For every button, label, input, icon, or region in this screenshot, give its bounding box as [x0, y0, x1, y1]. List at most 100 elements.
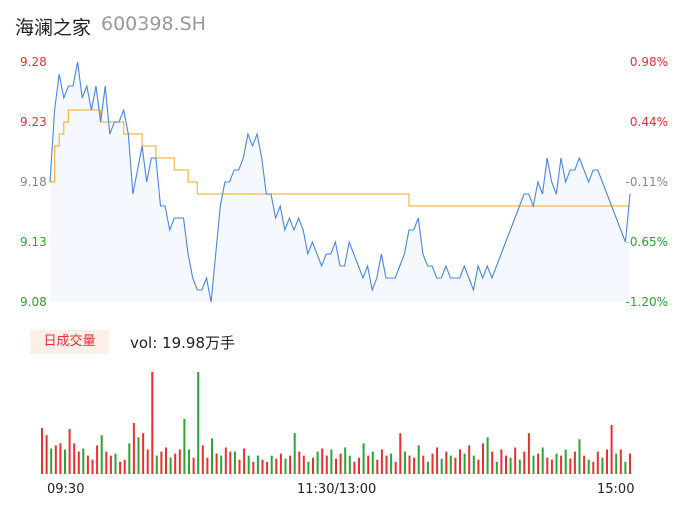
volume-bar: [132, 423, 135, 474]
volume-bar: [302, 455, 305, 474]
volume-bar: [128, 443, 131, 474]
volume-bar: [523, 451, 526, 474]
volume-bar: [619, 449, 622, 474]
volume-bar: [275, 458, 278, 474]
volume-bar: [468, 445, 471, 474]
volume-bar: [376, 459, 379, 474]
volume-bar: [215, 453, 218, 474]
volume-bar: [45, 435, 48, 474]
volume-bar: [527, 433, 530, 474]
daily-volume-tab[interactable]: 日成交量: [30, 330, 109, 354]
volume-bar: [601, 457, 604, 474]
volume-bar: [426, 461, 429, 474]
volume-bar: [266, 461, 269, 474]
volume-bar: [362, 443, 365, 474]
x-tick-label: 09:30: [47, 482, 85, 497]
volume-bar: [569, 458, 572, 474]
y-tick-label: 9.13: [20, 235, 47, 249]
volume-bar: [472, 455, 475, 474]
volume-bar: [348, 455, 351, 474]
y-tick-label: 9.18: [20, 175, 47, 189]
volume-bars: [41, 372, 631, 474]
volume-bar: [233, 451, 236, 474]
volume-bar: [422, 455, 425, 474]
volume-bar: [339, 453, 342, 474]
volume-bar: [463, 453, 466, 474]
volume-bar: [573, 451, 576, 474]
pct-tick-label: -1.20%: [625, 295, 668, 309]
volume-bar: [606, 449, 608, 474]
volume-bar: [109, 455, 112, 474]
volume-bar: [403, 451, 406, 474]
x-tick-label: 11:30/13:00: [297, 482, 377, 497]
volume-bar: [174, 453, 177, 474]
volume-bar: [224, 447, 227, 474]
volume-bar: [59, 443, 62, 474]
volume-bar: [431, 453, 434, 474]
volume-bar: [587, 459, 590, 474]
y-tick-label: 9.08: [20, 295, 47, 309]
volume-bar: [279, 453, 282, 474]
volume-bar: [293, 433, 296, 474]
volume-bar: [41, 428, 43, 474]
volume-bar: [68, 429, 71, 474]
volume-bar: [445, 451, 448, 474]
volume-bar: [238, 459, 241, 474]
volume-bar: [229, 451, 232, 474]
volume-bar: [220, 455, 223, 474]
volume-bar: [137, 437, 140, 474]
volume-bar: [270, 455, 273, 474]
volume-bar: [550, 459, 553, 474]
volume-bar: [436, 447, 439, 474]
volume-bar: [160, 451, 163, 474]
volume-bar: [77, 451, 80, 474]
volume-bar: [394, 461, 397, 474]
volume-bar: [165, 447, 167, 474]
volume-bar: [532, 455, 535, 474]
volume-bar: [284, 458, 287, 474]
volume-bar: [399, 433, 402, 474]
volume-bar: [73, 443, 76, 474]
volume-bar: [82, 448, 85, 474]
y-tick-label: 9.23: [20, 115, 47, 129]
volume-bar: [624, 461, 627, 474]
volume-bar: [380, 449, 383, 474]
volume-bar: [325, 455, 328, 474]
volume-bar: [330, 449, 333, 474]
volume-bar: [560, 455, 563, 474]
volume-bar: [119, 461, 122, 474]
volume-bar: [610, 425, 613, 474]
volume-bar: [555, 453, 558, 474]
volume-bar: [96, 445, 99, 474]
volume-bar: [50, 448, 53, 474]
volume-bar: [335, 458, 337, 474]
pct-tick-label: 0.98%: [629, 55, 668, 69]
volume-bar: [440, 458, 443, 474]
volume-bar: [289, 455, 292, 474]
volume-bar: [188, 449, 190, 474]
volume-bar: [206, 457, 209, 474]
volume-bar: [155, 455, 158, 474]
price-chart: [49, 61, 631, 303]
price-line: [49, 61, 631, 303]
volume-bar: [169, 457, 172, 474]
volume-bar: [114, 453, 117, 474]
volume-bar: [86, 455, 89, 474]
volume-bar: [197, 372, 200, 474]
volume-bar: [459, 449, 461, 474]
volume-bar: [178, 449, 181, 474]
volume-bar: [449, 455, 452, 474]
y-tick-label: 9.28: [20, 55, 47, 69]
volume-bar: [298, 451, 301, 474]
x-tick-label: 15:00: [597, 482, 635, 497]
volume-bar: [91, 459, 94, 474]
volume-bar: [454, 457, 457, 474]
volume-bar: [541, 447, 544, 474]
volume-bar: [151, 372, 154, 474]
volume-bar: [358, 457, 360, 474]
volume-bar: [596, 451, 599, 474]
volume-bar: [123, 459, 126, 474]
volume-bar: [413, 457, 416, 474]
volume-bar: [201, 445, 204, 474]
